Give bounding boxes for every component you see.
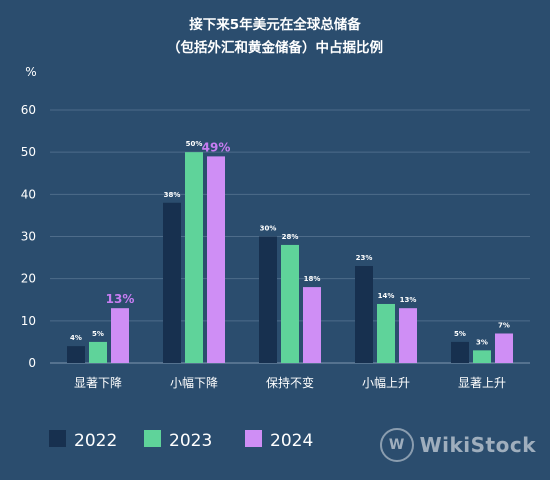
chart-title-line-2: （包括外汇和黄金储备）中占据比例 bbox=[167, 39, 383, 56]
bar-2022-4 bbox=[451, 341, 469, 363]
y-tick-label: 30 bbox=[21, 230, 36, 244]
y-tick-label: 10 bbox=[21, 314, 36, 328]
data-label: 3% bbox=[476, 338, 488, 346]
data-label: 7% bbox=[498, 321, 510, 329]
bar-2024-4 bbox=[495, 333, 513, 363]
data-label: 4% bbox=[70, 334, 82, 342]
bar-2023-2 bbox=[281, 244, 299, 363]
data-label: 13% bbox=[400, 296, 417, 304]
legend-swatch-2022 bbox=[49, 430, 66, 447]
x-tick-label: 小幅下降 bbox=[170, 375, 218, 390]
data-label: 38% bbox=[164, 191, 181, 199]
legend-label-2022: 2022 bbox=[74, 431, 117, 451]
legend-swatch-2024 bbox=[245, 430, 262, 447]
x-tick-label: 显著下降 bbox=[74, 376, 122, 390]
data-label: 14% bbox=[378, 292, 395, 300]
bar-2023-1 bbox=[185, 152, 203, 363]
data-label: 5% bbox=[92, 330, 104, 338]
legend: 2022 2023 2024 bbox=[49, 430, 313, 451]
bar-2024-1 bbox=[207, 156, 225, 363]
bar-2024-2 bbox=[303, 287, 321, 363]
data-label: 49% bbox=[202, 140, 231, 154]
data-label: 13% bbox=[106, 292, 135, 306]
data-label: 28% bbox=[282, 233, 299, 241]
bars bbox=[67, 152, 513, 363]
x-tick-label: 显著上升 bbox=[458, 376, 506, 390]
data-label: 50% bbox=[186, 140, 203, 148]
bar-2024-0 bbox=[111, 308, 129, 363]
x-axis-ticks: 显著下降 小幅下降 保持不变 小幅上升 显著上升 bbox=[74, 375, 506, 390]
bar-2023-0 bbox=[89, 341, 107, 363]
data-label: 30% bbox=[260, 225, 277, 233]
legend-label-2023: 2023 bbox=[169, 431, 212, 451]
y-axis-label: % bbox=[25, 65, 36, 79]
y-tick-label: 50 bbox=[21, 145, 36, 159]
x-tick-label: 小幅上升 bbox=[362, 375, 410, 390]
bar-2022-2 bbox=[259, 236, 277, 363]
y-tick-label: 20 bbox=[21, 272, 36, 286]
bar-2022-0 bbox=[67, 346, 85, 363]
y-tick-label: 0 bbox=[28, 356, 36, 370]
data-label: 23% bbox=[356, 254, 373, 262]
watermark: W WikiStock bbox=[379, 428, 536, 462]
data-labels: 4% 5% 13% 38% 50% 49% 30% 28% 18% 23% 14% 13% 5% 3% 7% bbox=[70, 140, 510, 346]
bar-2022-3 bbox=[355, 266, 373, 363]
bar-2023-3 bbox=[377, 303, 395, 363]
y-axis-ticks: 0 10 20 30 40 50 60 bbox=[21, 103, 36, 370]
watermark-text: WikiStock bbox=[419, 433, 536, 457]
chart-title-line-1: 接下来5年美元在全球总储备 bbox=[189, 16, 361, 33]
x-tick-label: 保持不变 bbox=[266, 375, 314, 390]
data-label: 18% bbox=[304, 275, 321, 283]
y-tick-label: 60 bbox=[21, 103, 36, 117]
bar-2023-4 bbox=[473, 350, 491, 363]
y-tick-label: 40 bbox=[21, 187, 36, 201]
bar-2024-3 bbox=[399, 308, 417, 363]
data-label: 5% bbox=[454, 330, 466, 338]
legend-swatch-2023 bbox=[144, 430, 161, 447]
wikistock-logo-icon: W bbox=[379, 428, 414, 462]
bar-2022-1 bbox=[163, 202, 181, 363]
legend-label-2024: 2024 bbox=[270, 431, 313, 451]
